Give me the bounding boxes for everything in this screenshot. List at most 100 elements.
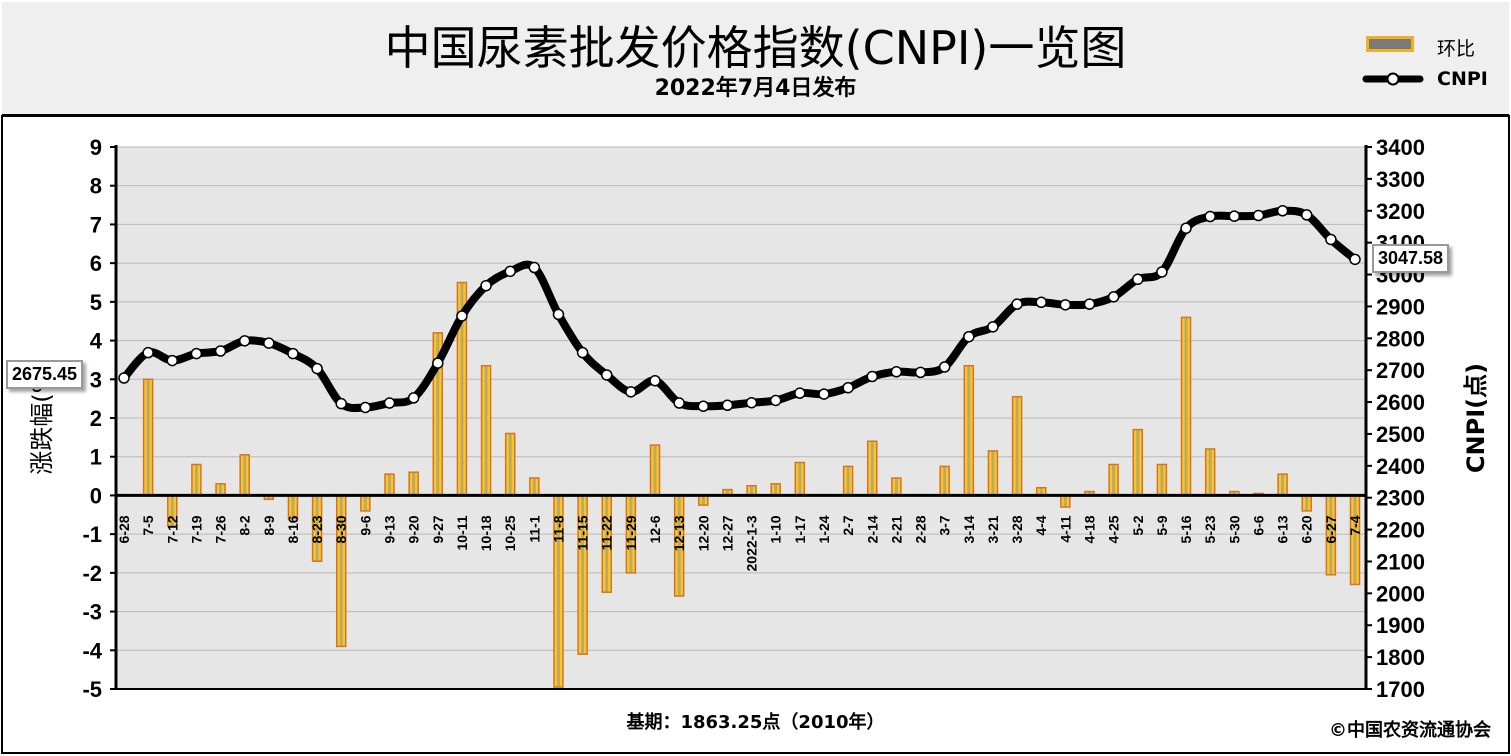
cnpi-point-10-18	[480, 279, 492, 292]
cnpi-point-9-27	[432, 357, 444, 369]
category-label: 10-25	[502, 515, 518, 551]
bar-core-10-18	[484, 365, 488, 496]
category-label: 5-23	[1202, 515, 1218, 543]
bar-core-7-12	[170, 495, 174, 527]
category-label: 3-14	[961, 515, 977, 543]
right-tick-label: 3300	[1376, 167, 1425, 192]
bar-core-4-11	[1063, 495, 1067, 508]
bar-core-10-25	[508, 433, 512, 496]
bar-core-9-6	[363, 495, 367, 511]
left-tick-label: 9	[90, 135, 102, 160]
bar-core-12-13	[677, 495, 681, 597]
bar-core-6-27	[1329, 495, 1333, 575]
category-label: 12-27	[719, 515, 735, 551]
left-tick-label: -4	[82, 638, 102, 663]
category-label: 6-13	[1275, 515, 1291, 543]
left-tick-label: -5	[82, 677, 102, 702]
bar-core-3-7	[943, 466, 947, 496]
cnpi-point-6-13	[1276, 205, 1289, 217]
bar-core-5-9	[1160, 464, 1164, 496]
cnpi-point-1-24	[818, 388, 830, 400]
category-label: 4-11	[1057, 515, 1073, 542]
bar-core-11-8	[556, 495, 560, 688]
cnpi-point-7-19	[190, 347, 203, 360]
bar-core-10-11	[460, 282, 464, 496]
category-label: 11-15	[575, 515, 591, 550]
cnpi-point-4-11	[1059, 299, 1072, 311]
category-label: 10-11	[454, 515, 470, 550]
bar-core-6-13	[1281, 474, 1285, 496]
base-period-note: 基期：1863.25点（2010年）	[626, 712, 885, 733]
bar-core-11-22	[605, 495, 609, 593]
cnpi-point-5-30	[1228, 210, 1241, 222]
bar-core-3-21	[991, 450, 995, 496]
bar-core-3-28	[1015, 396, 1019, 496]
cnpi-point-7-4	[1349, 253, 1361, 266]
category-label: 1-17	[792, 515, 808, 543]
cnpi-point-2-28	[914, 366, 927, 379]
category-label: 7-5	[140, 515, 156, 535]
first-value-callout: 2675.45	[6, 360, 84, 389]
cnpi-point-11-22	[600, 369, 613, 381]
category-label: 11-8	[550, 515, 566, 542]
bar-core-5-2	[1136, 429, 1140, 496]
cnpi-point-11-1	[528, 261, 541, 274]
bar-core-6-20	[1305, 495, 1309, 511]
cnpi-point-4-25	[1107, 291, 1120, 303]
cnpi-point-9-13	[383, 397, 396, 409]
category-label: 12-6	[647, 515, 663, 543]
category-label: 5-16	[1178, 515, 1194, 543]
cnpi-point-5-23	[1204, 210, 1216, 223]
right-tick-label: 1700	[1376, 677, 1425, 702]
cnpi-point-11-15	[576, 346, 589, 359]
category-label: 12-13	[671, 515, 687, 551]
bar-core-12-6	[653, 445, 657, 496]
category-label: 8-23	[309, 515, 325, 543]
category-label: 9-27	[430, 515, 446, 543]
category-label: 4-4	[1033, 515, 1049, 535]
left-tick-label: 5	[90, 290, 102, 315]
category-label: 11-22	[599, 515, 615, 550]
category-label: 8-2	[237, 515, 253, 535]
left-tick-label: 0	[90, 483, 102, 508]
cnpi-point-1-17	[794, 387, 806, 399]
cnpi-point-10-11	[456, 310, 468, 322]
left-tick-label: 7	[90, 212, 102, 237]
category-label: 5-9	[1154, 515, 1170, 535]
left-tick-label: 3	[90, 367, 102, 392]
bar-core-12-27	[725, 489, 729, 496]
cnpi-point-11-8	[552, 308, 565, 321]
right-tick-label: 1900	[1376, 613, 1425, 638]
cnpi-point-2-7	[842, 381, 854, 394]
bar-core-11-15	[581, 495, 585, 655]
right-axis-title: CNPI(点)	[1462, 363, 1490, 473]
cnpi-point-3-21	[987, 321, 999, 333]
category-label: 2022-1-3	[744, 515, 760, 571]
right-tick-label: 2400	[1376, 454, 1425, 479]
category-label: 6-6	[1250, 515, 1266, 535]
cnpi-point-6-28	[118, 372, 130, 384]
cnpi-point-8-9	[263, 337, 275, 349]
category-label: 6-20	[1299, 515, 1315, 543]
cnpi-point-2-14	[866, 370, 879, 383]
bar-core-1-17	[798, 462, 802, 496]
bar-core-5-23	[1208, 448, 1212, 496]
cnpi-point-1-10	[769, 394, 782, 407]
cnpi-point-8-16	[287, 347, 299, 360]
category-label: 11-1	[526, 515, 542, 542]
bar-core-9-27	[436, 332, 440, 496]
cnpi-point-4-4	[1035, 296, 1047, 309]
bar-core-8-9	[267, 495, 271, 500]
right-tick-label: 2500	[1376, 422, 1425, 447]
cnpi-point-6-20	[1300, 209, 1313, 221]
legend-bar-label: 环比	[1437, 38, 1476, 60]
chart-title: 中国尿素批发价格指数(CNPI)一览图	[384, 21, 1127, 75]
bar-core-5-30	[1232, 491, 1236, 496]
right-tick-label: 2900	[1376, 294, 1425, 319]
cnpi-point-9-20	[407, 392, 420, 404]
cnpi-point-10-25	[504, 265, 516, 278]
category-label: 3-7	[937, 515, 953, 535]
category-label: 8-16	[285, 515, 301, 543]
